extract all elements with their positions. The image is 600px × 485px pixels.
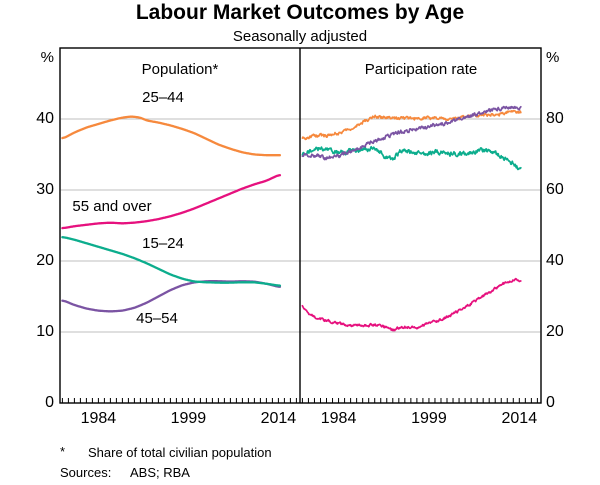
y-label-left-0: 0 (45, 394, 54, 411)
panel-header-participation-rate: Participation rate (364, 61, 478, 78)
y-label-left-20: 20 (36, 252, 54, 269)
series-label-25-44: 25–44 (142, 89, 184, 106)
footnote-text: Share of total civilian population (88, 445, 272, 460)
y-label-right-20: 20 (546, 323, 564, 340)
y-axis-unit-left: % (40, 49, 54, 66)
sources-label: Sources: (60, 465, 112, 480)
x-label-left-2014: 2014 (260, 410, 297, 427)
x-axis-ticks (61, 398, 538, 403)
series-line-right-purple (301, 105, 522, 161)
y-label-right-60: 60 (546, 181, 564, 198)
footnote-marker: * (60, 444, 66, 459)
y-label-right-40: 40 (546, 252, 564, 269)
series-label-55-and-over: 55 and over (72, 198, 152, 215)
series-label-15-24: 15–24 (142, 235, 184, 252)
plot-frame (59, 47, 542, 404)
chart-title: Labour Market Outcomes by Age (135, 1, 465, 24)
series-line-left-orange (61, 115, 282, 157)
series-line-right-pink (301, 277, 522, 332)
series-label-45-54: 45–54 (136, 310, 178, 327)
y-label-left-30: 30 (36, 181, 54, 198)
x-label-right-1999: 1999 (411, 410, 447, 427)
series-line-right-teal (301, 145, 522, 171)
y-label-right-80: 80 (546, 110, 564, 127)
x-label-right-2014: 2014 (501, 410, 538, 427)
x-label-left-1984: 1984 (80, 410, 117, 427)
chart-subtitle: Seasonally adjusted (232, 28, 368, 45)
series-line-left-purple (61, 280, 282, 313)
series-line-left-pink (61, 174, 282, 230)
series-line-left-teal (61, 236, 282, 287)
series-line-right-orange (301, 109, 522, 141)
panel-header-population: Population* (141, 61, 219, 78)
x-label-right-1984: 1984 (320, 410, 357, 427)
sources-value: ABS; RBA (130, 465, 190, 480)
series-lines (61, 105, 522, 332)
y-axis-unit-right: % (546, 49, 560, 66)
y-label-right-0: 0 (546, 394, 555, 411)
x-label-left-1999: 1999 (170, 410, 207, 427)
y-label-left-10: 10 (36, 323, 54, 340)
y-label-left-40: 40 (36, 110, 54, 127)
